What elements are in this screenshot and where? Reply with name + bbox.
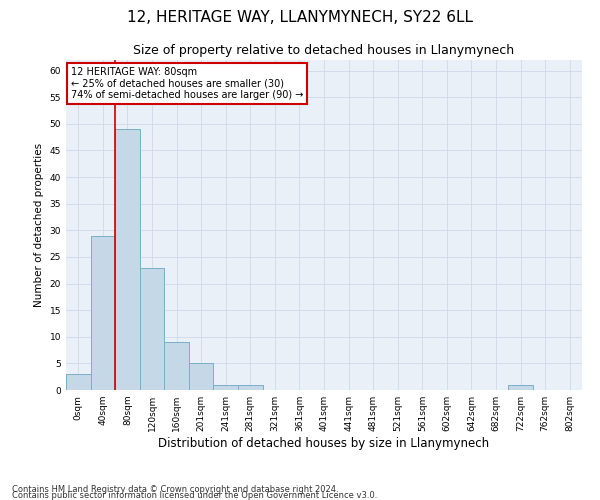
Bar [189, 364, 214, 390]
Text: Contains HM Land Registry data © Crown copyright and database right 2024.: Contains HM Land Registry data © Crown c… [12, 484, 338, 494]
Text: Contains public sector information licensed under the Open Government Licence v3: Contains public sector information licen… [12, 490, 377, 500]
Bar [214, 384, 238, 390]
X-axis label: Distribution of detached houses by size in Llanymynech: Distribution of detached houses by size … [158, 437, 490, 450]
Text: 12, HERITAGE WAY, LLANYMYNECH, SY22 6LL: 12, HERITAGE WAY, LLANYMYNECH, SY22 6LL [127, 10, 473, 25]
Bar [164, 342, 189, 390]
Y-axis label: Number of detached properties: Number of detached properties [34, 143, 44, 307]
Title: Size of property relative to detached houses in Llanymynech: Size of property relative to detached ho… [133, 44, 515, 58]
Bar [91, 236, 115, 390]
Bar [238, 384, 263, 390]
Bar [66, 374, 91, 390]
Bar [508, 384, 533, 390]
Text: 12 HERITAGE WAY: 80sqm
← 25% of detached houses are smaller (30)
74% of semi-det: 12 HERITAGE WAY: 80sqm ← 25% of detached… [71, 66, 304, 100]
Bar [140, 268, 164, 390]
Bar [115, 129, 140, 390]
